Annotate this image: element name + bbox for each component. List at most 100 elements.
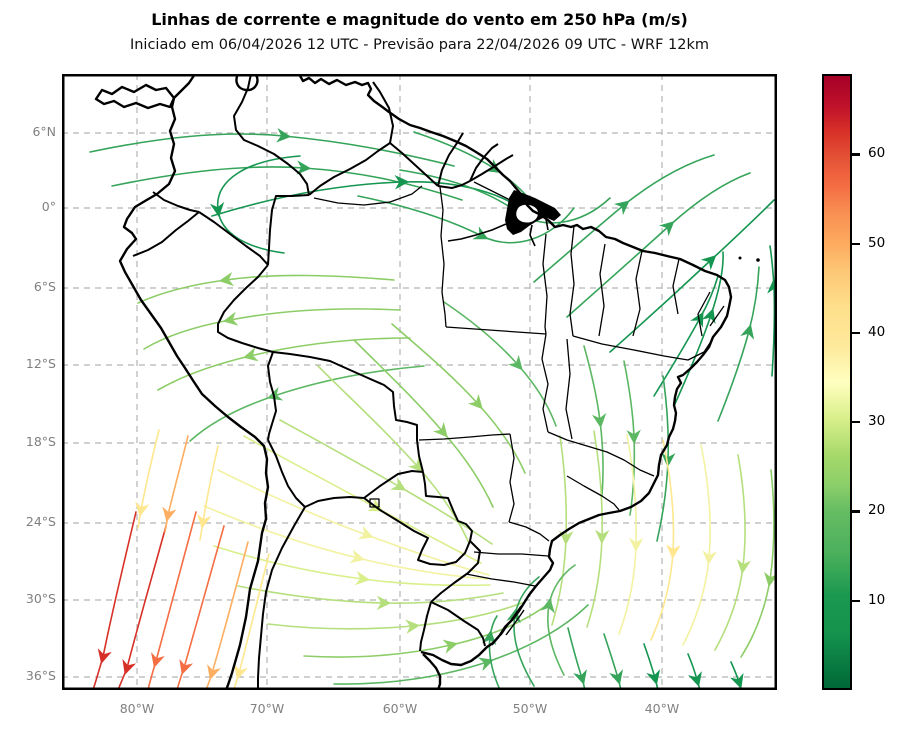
country-border: [437, 180, 471, 189]
state-border: [697, 291, 711, 337]
map-svg: [62, 74, 777, 690]
streamline: [609, 199, 775, 353]
streamline: [357, 195, 575, 244]
country-border: [430, 601, 486, 647]
country-border: [363, 470, 424, 499]
colorbar-gradient: [822, 74, 852, 690]
streamline: [566, 172, 751, 318]
colorbar-tick: [852, 242, 860, 245]
state-border: [473, 551, 549, 557]
country-border: [217, 264, 274, 353]
country-border: [422, 471, 473, 542]
streamline: [237, 585, 504, 611]
streamline: [413, 131, 532, 202]
streamline: [481, 615, 501, 690]
colorbar-tick-label: 10: [868, 591, 886, 608]
streamline: [303, 601, 552, 658]
colorbar-tick: [852, 153, 860, 156]
country-border: [257, 506, 306, 690]
streamline: [353, 339, 494, 508]
coastline: [297, 74, 733, 667]
y-tick-label: 30°S: [25, 591, 56, 606]
streamline: [603, 633, 624, 690]
y-tick-label: 18°S: [25, 434, 56, 449]
x-tick-label: 50°W: [512, 701, 548, 716]
country-border: [372, 81, 394, 144]
state-border: [572, 335, 713, 361]
water-body-fill: [516, 204, 538, 223]
map-plot-area: SEMAD/CIMEHGO: [62, 74, 777, 735]
streamline: [162, 435, 189, 533]
island-dot: [756, 258, 760, 262]
coastline: [94, 83, 176, 110]
island-dot: [738, 256, 742, 260]
streamline: [740, 469, 777, 658]
streamline: [117, 525, 167, 690]
state-border: [566, 475, 620, 511]
country-border: [437, 132, 464, 187]
y-tick-label: 6°S: [33, 279, 56, 294]
coastline: [235, 74, 259, 92]
streamline: [623, 360, 641, 516]
y-tick-label: 12°S: [25, 356, 56, 371]
coastline: [505, 609, 525, 636]
state-border: [547, 431, 655, 477]
coastline: [500, 605, 522, 636]
streamline: [717, 266, 760, 422]
streamline: [682, 444, 717, 646]
streamline: [540, 564, 576, 676]
streamline: [147, 511, 197, 690]
colorbar-tick: [852, 421, 860, 424]
streamline: [618, 434, 644, 635]
streamline: [217, 469, 490, 576]
streamline: [135, 429, 160, 529]
state-border: [473, 181, 511, 201]
state-border: [439, 186, 447, 328]
coastline: [118, 74, 270, 690]
coastline: [422, 653, 442, 690]
streamline: [89, 128, 455, 167]
x-tick-label: 60°W: [382, 701, 418, 716]
streamline: [211, 175, 531, 217]
colorbar-tick: [852, 510, 860, 513]
streamline: [197, 445, 219, 541]
country-border: [233, 74, 310, 196]
chart-subtitle: Iniciado em 06/04/2026 12 UTC - Previsão…: [129, 37, 710, 53]
colorbar-tick: [852, 599, 860, 602]
streamline: [143, 308, 401, 350]
state-border: [508, 433, 515, 523]
x-tick-label: 70°W: [249, 701, 285, 716]
streamline: [137, 271, 395, 304]
country-border: [430, 540, 481, 603]
state-border: [465, 573, 536, 587]
streamline: [650, 439, 681, 641]
streamline: [533, 154, 715, 283]
streamline: [333, 604, 589, 685]
y-tick-label: 36°S: [25, 668, 56, 683]
x-tick-label: 80°W: [119, 701, 155, 716]
country-border: [363, 497, 471, 566]
country-border: [132, 211, 200, 257]
streamline: [189, 365, 425, 442]
state-border: [418, 433, 511, 441]
y-tick-label: 0°: [41, 199, 56, 214]
state-border: [542, 233, 548, 335]
streamline: [209, 155, 301, 254]
country-border: [389, 142, 439, 187]
streamline: [205, 541, 249, 690]
river: [545, 218, 549, 231]
streamline: [157, 337, 411, 391]
state-border: [672, 258, 680, 315]
streamline: [687, 653, 702, 690]
state-border: [313, 185, 423, 206]
state-border: [508, 521, 550, 542]
colorbar-tick-label: 30: [868, 413, 886, 430]
streamline: [176, 525, 225, 690]
country-border: [267, 351, 277, 441]
streamline: [551, 435, 574, 626]
streamline: [729, 661, 744, 690]
y-tick-label: 24°S: [25, 514, 56, 529]
country-border: [469, 154, 514, 182]
watermark: SEMAD/CIMEHGO: [131, 733, 280, 735]
state-border: [445, 326, 547, 335]
